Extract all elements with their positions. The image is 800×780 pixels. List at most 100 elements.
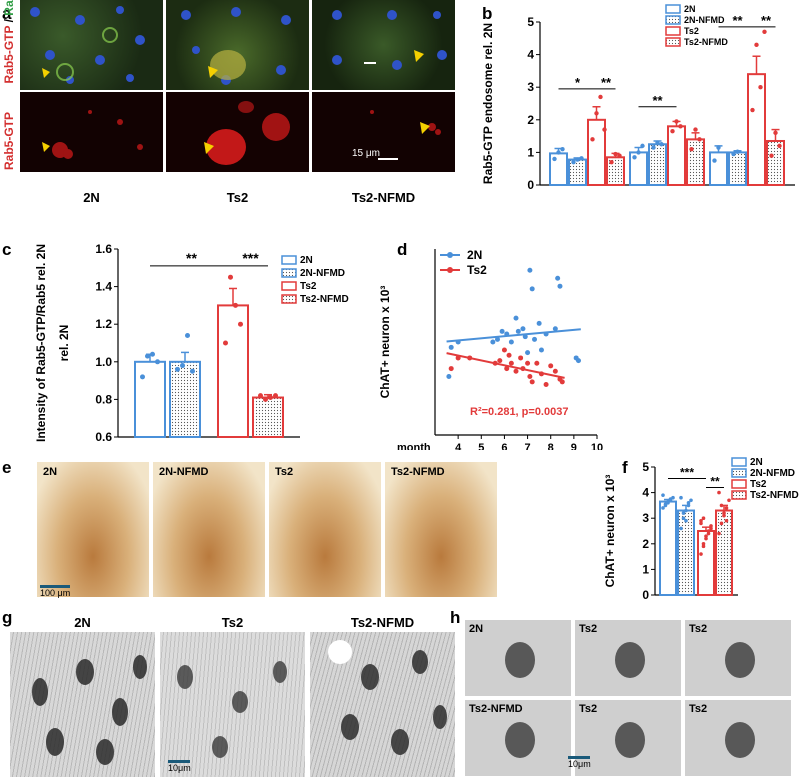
chart-b-point-2-1-2 xyxy=(678,124,683,129)
micrograph-h-2: Ts2 xyxy=(685,620,791,696)
chart-b-point-1-0-0 xyxy=(571,159,576,165)
yellow-arrow-icon xyxy=(42,68,50,78)
micrograph-h-art-2 xyxy=(725,642,755,678)
chart-f-point-0-0 xyxy=(661,506,665,510)
chart-b-point-2-0-2 xyxy=(598,94,603,100)
micrograph-g-2n-art xyxy=(32,655,147,765)
chart-b-point-2-0-0 xyxy=(590,137,595,142)
tile-label-h-5: Ts2 xyxy=(689,703,708,715)
condition-a-2: Ts2-NFMD xyxy=(351,190,416,205)
chart-d-legend-dot-1 xyxy=(447,267,453,273)
chart-b-point-1-2-1 xyxy=(735,149,740,154)
chart-f-point-2-5 xyxy=(699,521,703,526)
side-label-top-2: Rab5 xyxy=(2,0,16,16)
chart-b-legend-3: Ts2-NFMD xyxy=(684,37,728,47)
micrograph-g-ts2: 10μm xyxy=(160,632,305,777)
condition-g-0: 2N xyxy=(74,615,91,630)
chart-f-point-2-3 xyxy=(706,531,711,536)
micrograph-e-2: Ts2 xyxy=(269,462,381,597)
chart-d-point-1-9 xyxy=(513,368,519,374)
chart-f-point-1-7 xyxy=(684,518,688,523)
chart-c-point-1-3 xyxy=(190,368,195,374)
chart-b-ylabel: Rab5-GTP endosome rel. 2N xyxy=(481,23,495,184)
tile-label-h-3: Ts2-NFMD xyxy=(469,703,523,715)
chart-c-sig-1: *** xyxy=(242,250,259,266)
chart-b-legend-0: 2N xyxy=(684,4,696,14)
chart-d-point-1-0 xyxy=(448,366,454,372)
chart-d-point-0-12 xyxy=(525,350,531,356)
chart-d-point-0-1 xyxy=(448,344,454,350)
chart-d-point-0-4 xyxy=(494,336,500,342)
chart-b-point-2-0-1 xyxy=(594,111,599,116)
chart-c-point-3-1 xyxy=(263,396,268,402)
panel-label-a: a xyxy=(2,4,12,23)
chart-f-point-3-1 xyxy=(719,521,724,526)
chart-c-point-0-1 xyxy=(145,353,150,359)
chart-c-point-2-2 xyxy=(233,302,238,308)
chart-f-point-3-6 xyxy=(719,503,724,508)
chart-b-swatch-3 xyxy=(665,37,681,47)
chart-f-point-2-9 xyxy=(709,524,713,528)
chart-d-point-0-16 xyxy=(536,320,542,326)
chart-d-point-1-16 xyxy=(538,371,544,377)
chart-d-point-1-18 xyxy=(548,363,554,369)
micrograph-h-3: Ts2-NFMD xyxy=(465,700,571,776)
micrograph-e-0: 2N xyxy=(37,462,149,597)
chart-b-bar-3-1 xyxy=(686,138,705,186)
chart-b-legend-1: 2N-NFMD xyxy=(684,15,725,25)
chart-b-point-3-2-0 xyxy=(769,153,774,158)
chart-f-bar-0 xyxy=(659,500,677,597)
chart-b-bar-3-2 xyxy=(766,139,785,187)
chart-d-point-1-12 xyxy=(525,360,531,366)
chart-b-point-0-0-0 xyxy=(552,156,557,162)
micrograph-a-ts2-red xyxy=(166,92,309,172)
micrograph-h-art-0 xyxy=(505,642,535,678)
chart-f-ytick-label-4: 4 xyxy=(642,486,649,500)
chart-b-point-3-0-2 xyxy=(617,153,622,158)
chart-d-point-0-23 xyxy=(538,347,544,353)
scalebar-a: 15 μm xyxy=(352,148,380,159)
chart-b-sig-4: ** xyxy=(761,13,772,28)
chart-f-point-3-7 xyxy=(722,511,726,515)
chart-b-sig-0: * xyxy=(575,75,581,90)
chart-d-point-1-14 xyxy=(529,379,535,385)
chart-b-swatch-2 xyxy=(665,26,681,36)
chart-d-point-1-13 xyxy=(527,374,533,380)
chart-d-point-1-2 xyxy=(467,355,473,361)
yellow-arrow-icon xyxy=(414,50,424,62)
chart-f-bar-3 xyxy=(715,509,733,597)
chart-c-ytick-label-0: 0.6 xyxy=(95,430,112,444)
chart-c-legend-3: Ts2-NFMD xyxy=(300,294,349,305)
panel-label-d: d xyxy=(397,240,408,259)
micrograph-a-ts2nfmd-merge xyxy=(312,0,455,90)
chart-f-point-2-1 xyxy=(701,544,706,549)
chart-c-point-1-0 xyxy=(175,366,180,372)
chart-d-xtick-label-1: 4 xyxy=(455,442,462,450)
micrograph-a-2n-red xyxy=(20,92,163,172)
chart-f-ytick-label-1: 1 xyxy=(642,562,649,576)
chart-f-legend-0: 2N xyxy=(750,457,763,468)
chart-b-point-0-2-0 xyxy=(712,158,717,163)
yellow-arrow-icon xyxy=(42,142,50,152)
chart-b-bar-2-2 xyxy=(747,73,766,186)
chart-b-sig-2: ** xyxy=(652,93,663,108)
chart-c-swatch-3 xyxy=(281,294,297,304)
panel-label-c: c xyxy=(2,240,12,259)
chart-f-bar-1 xyxy=(677,509,695,597)
chart-f-point-2-11 xyxy=(701,542,706,546)
chart-d-point-0-17 xyxy=(543,331,549,337)
chart-d-ylabel: ChAT+ neuron x 10³ xyxy=(378,286,392,399)
chart-f-point-0-8 xyxy=(668,497,673,501)
chart-f-point-0-5 xyxy=(661,493,665,497)
chart-b-point-2-2-2 xyxy=(758,85,763,90)
chart-c-bar-0 xyxy=(134,360,166,438)
chart-d-point-0-10 xyxy=(520,326,526,332)
chart-c-point-1-1 xyxy=(180,363,185,369)
chart-f-point-1-2 xyxy=(684,508,688,513)
micrograph-g-2n xyxy=(10,632,155,777)
condition-g-2: Ts2-NFMD xyxy=(350,615,415,630)
chart-b-bar-1-0 xyxy=(568,158,587,187)
micrograph-e-3: Ts2-NFMD xyxy=(385,462,497,597)
yellow-arrow-icon xyxy=(208,66,218,78)
tile-label-h-4: Ts2 xyxy=(579,703,598,715)
